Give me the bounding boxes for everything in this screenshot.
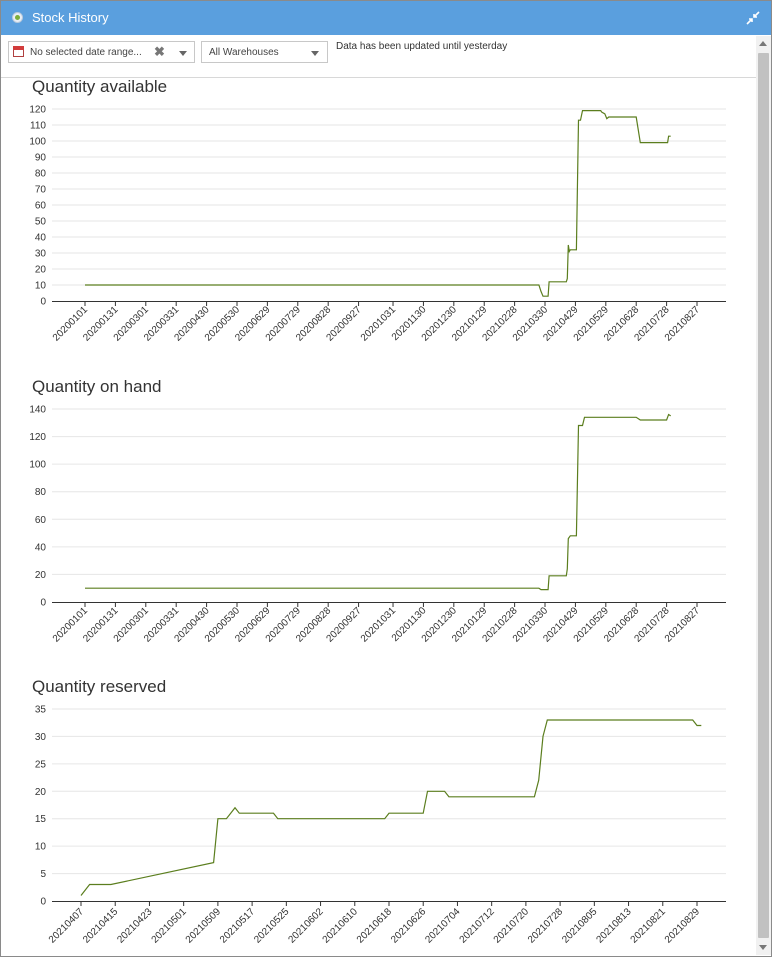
y-tick-label: 25 bbox=[35, 759, 47, 770]
x-tick-label: 20210805 bbox=[560, 906, 600, 946]
y-tick-label: 30 bbox=[35, 732, 47, 743]
chevron-down-icon bbox=[311, 51, 319, 56]
warehouse-select-text: All Warehouses bbox=[209, 47, 279, 58]
x-tick-label: 20210423 bbox=[115, 906, 155, 946]
y-tick-label: 40 bbox=[35, 542, 47, 553]
y-tick-label: 0 bbox=[40, 297, 46, 308]
x-tick-label: 20210517 bbox=[218, 906, 258, 946]
x-tick-label: 20210626 bbox=[389, 906, 429, 946]
y-tick-label: 30 bbox=[35, 249, 47, 260]
x-tick-label: 20210407 bbox=[47, 906, 87, 946]
clear-date-icon[interactable]: ✖ bbox=[154, 44, 165, 59]
y-tick-label: 100 bbox=[29, 460, 46, 471]
x-tick-label: 20210704 bbox=[423, 906, 463, 946]
scrollbar-thumb[interactable] bbox=[758, 53, 769, 938]
chart-title-on-hand: Quantity on hand bbox=[32, 377, 162, 396]
chart-quantity-available: 0102030405060708090100110120202001012020… bbox=[29, 105, 726, 344]
calendar-icon bbox=[13, 46, 24, 57]
x-tick-label: 20210813 bbox=[594, 906, 634, 946]
x-tick-label: 20210602 bbox=[286, 906, 326, 946]
x-tick-label: 20210415 bbox=[81, 906, 121, 946]
y-tick-label: 0 bbox=[40, 598, 46, 609]
y-tick-label: 40 bbox=[35, 233, 47, 244]
filter-toolbar: No selected date range... ✖ All Warehous… bbox=[1, 35, 771, 78]
y-tick-label: 120 bbox=[29, 432, 46, 443]
x-tick-label: 20210501 bbox=[150, 906, 190, 946]
y-tick-label: 120 bbox=[29, 105, 46, 116]
chart-quantity-reserved: 0510152025303520210407202104152021042320… bbox=[35, 705, 726, 946]
chart-title-available: Quantity available bbox=[32, 77, 168, 96]
y-tick-label: 80 bbox=[35, 169, 47, 180]
scroll-down-icon[interactable] bbox=[759, 945, 767, 950]
series-line bbox=[85, 413, 672, 591]
chart-quantity-on-hand: 0204060801001201402020010120200131202003… bbox=[29, 405, 726, 645]
chevron-down-icon bbox=[179, 51, 187, 56]
x-tick-label: 20210618 bbox=[355, 906, 395, 946]
y-tick-label: 10 bbox=[35, 842, 47, 853]
y-tick-label: 90 bbox=[35, 153, 47, 164]
y-tick-label: 140 bbox=[29, 405, 46, 416]
y-tick-label: 10 bbox=[35, 281, 47, 292]
y-tick-label: 0 bbox=[40, 897, 46, 908]
x-tick-label: 20210610 bbox=[321, 906, 361, 946]
y-tick-label: 100 bbox=[29, 137, 46, 148]
y-tick-label: 20 bbox=[35, 787, 47, 798]
date-range-text: No selected date range... bbox=[30, 47, 142, 58]
y-tick-label: 60 bbox=[35, 515, 47, 526]
y-tick-label: 20 bbox=[35, 265, 47, 276]
x-tick-label: 20210821 bbox=[629, 906, 669, 946]
collapse-icon[interactable] bbox=[745, 10, 761, 26]
y-tick-label: 110 bbox=[30, 121, 46, 132]
y-tick-label: 35 bbox=[35, 705, 47, 716]
x-tick-label: 20210720 bbox=[492, 906, 532, 946]
app-icon bbox=[12, 12, 23, 23]
warehouse-select[interactable]: All Warehouses bbox=[201, 41, 328, 63]
data-updated-status: Data has been updated until yesterday bbox=[336, 41, 508, 52]
y-tick-label: 70 bbox=[35, 185, 47, 196]
y-tick-label: 60 bbox=[35, 201, 47, 212]
scroll-up-icon[interactable] bbox=[759, 41, 767, 46]
y-tick-label: 50 bbox=[35, 217, 47, 228]
vertical-scrollbar[interactable] bbox=[756, 36, 771, 955]
chart-title-reserved: Quantity reserved bbox=[32, 677, 167, 696]
y-tick-label: 15 bbox=[35, 814, 47, 825]
x-tick-label: 20210829 bbox=[663, 906, 703, 946]
date-range-select[interactable]: No selected date range... ✖ bbox=[8, 41, 195, 63]
y-tick-label: 5 bbox=[40, 869, 46, 880]
y-tick-label: 20 bbox=[35, 570, 47, 581]
series-line bbox=[85, 110, 671, 297]
x-tick-label: 20210712 bbox=[458, 906, 498, 946]
window-titlebar: Stock History bbox=[1, 1, 771, 35]
series-line bbox=[80, 719, 702, 896]
window-title: Stock History bbox=[32, 10, 109, 25]
y-tick-label: 80 bbox=[35, 487, 47, 498]
x-tick-label: 20210525 bbox=[252, 906, 292, 946]
x-tick-label: 20210509 bbox=[184, 906, 224, 946]
x-tick-label: 20210728 bbox=[526, 906, 566, 946]
